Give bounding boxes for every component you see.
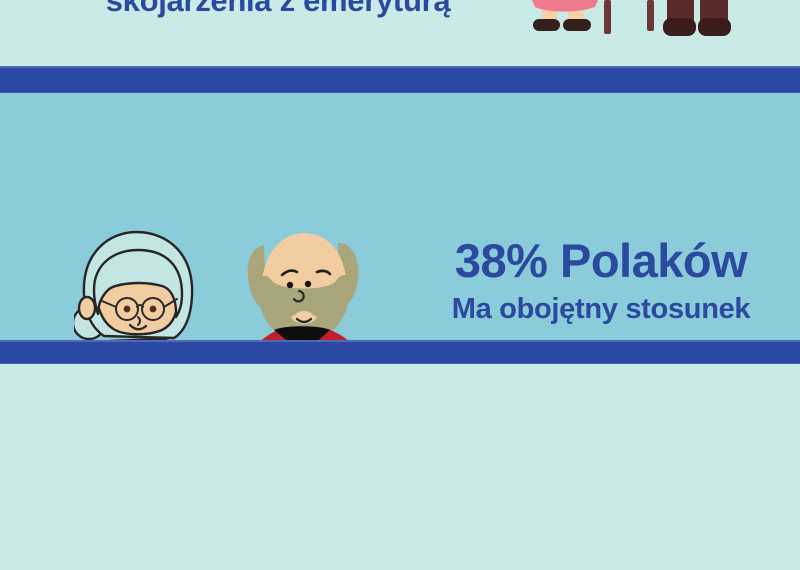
section-negative: 24% Polaków Ma negatywne skojarzenia z e… — [0, 364, 800, 570]
eye-left — [123, 305, 131, 313]
standing-couple-legs-illustration — [532, 0, 731, 36]
brow-left — [280, 269, 299, 277]
ear — [77, 295, 97, 321]
section-heading-fragment: skojarzenia z emeryturą — [105, 0, 451, 18]
section-positive-cropped: skojarzenia z emeryturą — [0, 0, 800, 66]
canes — [604, 0, 654, 34]
mustache — [286, 297, 322, 317]
eye-right — [149, 305, 157, 313]
stat-desc-line: Ma obojętny stosunek — [451, 293, 751, 325]
mouth — [295, 317, 313, 324]
nose — [137, 316, 141, 326]
section-neutral: 38% Polaków Ma obojętny stosunek do emer… — [0, 93, 800, 393]
glasses — [101, 297, 178, 321]
eye-left — [286, 281, 294, 289]
woman-legs — [532, 0, 598, 31]
man-legs — [663, 0, 731, 36]
nose — [292, 289, 305, 303]
divider-bar-top — [0, 66, 800, 93]
stat-percent: 38% Polaków — [454, 234, 748, 287]
brow-right — [315, 269, 332, 276]
mouth — [128, 323, 148, 331]
hair-fringe — [92, 248, 184, 319]
divider-bar-bottom — [0, 340, 800, 364]
eye-right — [304, 280, 312, 288]
